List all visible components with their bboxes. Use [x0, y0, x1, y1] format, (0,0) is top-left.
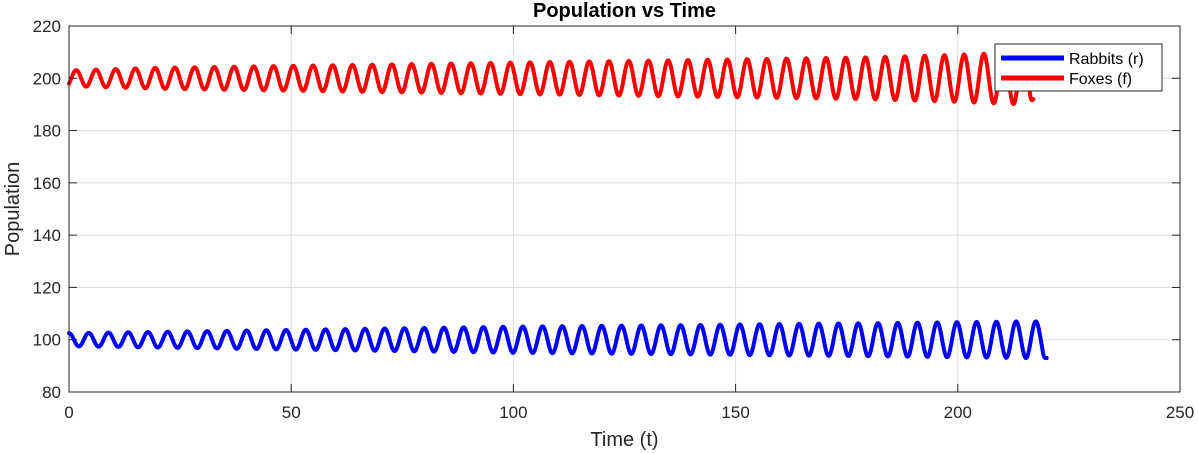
x-tick-label-1: 50 [282, 403, 301, 422]
series-line-rabbits [67, 319, 1049, 361]
y-tick-label-0: 80 [42, 383, 61, 402]
y-tick-label-7: 220 [33, 17, 61, 36]
plot-frame [68, 25, 1181, 393]
legend-box [994, 43, 1163, 92]
grid [69, 26, 1180, 392]
series-line-foxes [67, 50, 1036, 106]
x-tick-label-5: 250 [1166, 403, 1194, 422]
y-tick-label-3: 140 [33, 226, 61, 245]
y-tick-label-1: 100 [33, 331, 61, 350]
x-tick-label-0: 0 [64, 403, 73, 422]
axis-ticks: 0 50 100 150 200 250 80 100 120 140 160 180 200 220 [33, 17, 1195, 422]
x-tick-label-3: 150 [721, 403, 749, 422]
x-tick-label-2: 100 [499, 403, 527, 422]
x-axis-label: Time (t) [590, 429, 658, 451]
chart-title: Population vs Time [533, 0, 716, 22]
y-axis-label: Population [2, 162, 24, 257]
legend: Rabbits (r) Foxes (f) [994, 43, 1163, 92]
series-layer [67, 50, 1049, 361]
legend-label-rabbits: Rabbits (r) [1069, 51, 1144, 68]
y-tick-label-6: 200 [33, 69, 61, 88]
y-tick-label-5: 180 [33, 122, 61, 141]
y-tick-label-2: 120 [33, 278, 61, 297]
y-tick-label-4: 160 [33, 174, 61, 193]
x-tick-label-4: 200 [944, 403, 972, 422]
legend-label-foxes: Foxes (f) [1069, 71, 1132, 88]
